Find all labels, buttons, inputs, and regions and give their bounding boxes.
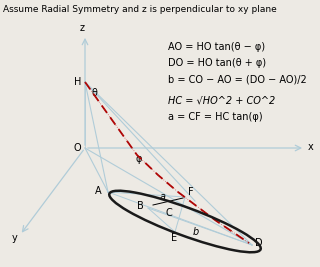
Text: HC = √HO^2 + CO^2: HC = √HO^2 + CO^2 (168, 96, 275, 106)
Text: F: F (188, 187, 194, 197)
Text: E: E (171, 233, 177, 243)
Text: Assume Radial Symmetry and z is perpendicular to xy plane: Assume Radial Symmetry and z is perpendi… (3, 5, 277, 14)
Text: a = CF = HC tan(φ): a = CF = HC tan(φ) (168, 112, 263, 122)
Text: O: O (74, 143, 82, 153)
Text: H: H (74, 77, 81, 87)
Text: A: A (95, 186, 102, 196)
Text: y: y (12, 233, 18, 243)
Text: z: z (80, 23, 85, 33)
Text: θ: θ (91, 88, 97, 98)
Text: AO = HO tan(θ − φ): AO = HO tan(θ − φ) (168, 42, 265, 52)
Text: C: C (165, 208, 172, 218)
Text: b = CO − AO = (DO − AO)/2: b = CO − AO = (DO − AO)/2 (168, 74, 307, 84)
Text: D: D (255, 238, 263, 248)
Text: x: x (308, 142, 314, 152)
Text: DO = HO tan(θ + φ): DO = HO tan(θ + φ) (168, 58, 266, 68)
Text: B: B (137, 201, 144, 211)
Text: φ: φ (135, 154, 141, 164)
Text: a: a (160, 192, 166, 202)
Text: b: b (193, 227, 199, 237)
